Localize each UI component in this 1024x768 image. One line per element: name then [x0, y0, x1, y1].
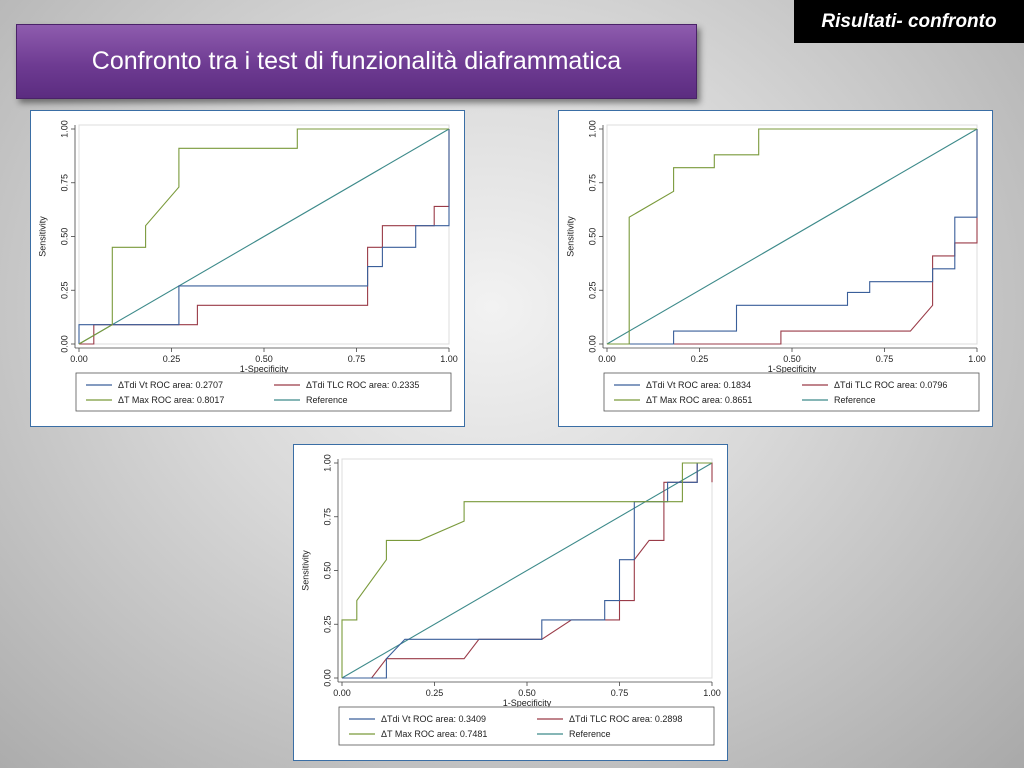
series-line-vt [78, 129, 450, 344]
x-tick-label: 0.00 [333, 688, 351, 698]
series-line-tmax [607, 128, 977, 345]
x-tick-label: 0.25 [163, 354, 181, 364]
legend-label-tmax: ΔT Max ROC area: 0.7481 [381, 729, 487, 739]
legend-label-vt: ΔTdi Vt ROC area: 0.3409 [381, 714, 486, 724]
plot-area [341, 458, 713, 679]
legend-label-tmax: ΔT Max ROC area: 0.8017 [118, 395, 224, 405]
series-line-vt [607, 129, 978, 345]
y-tick-label: 1.00 [587, 120, 597, 138]
y-tick-label: 0.50 [322, 562, 332, 580]
x-axis-label: 1-Specificity [240, 364, 289, 374]
legend-label-vt: ΔTdi Vt ROC area: 0.2707 [118, 380, 223, 390]
y-tick-label: 0.50 [587, 228, 597, 246]
x-tick-label: 1.00 [968, 354, 986, 364]
x-tick-label: 0.50 [783, 354, 801, 364]
x-tick-label: 0.25 [426, 688, 444, 698]
legend-box [603, 372, 980, 412]
legend-label-tlc: ΔTdi TLC ROC area: 0.2335 [306, 380, 419, 390]
roc-chart-svg: 0.00 0.25 0.50 0.75 1.00 0.00 0.25 0.50 0.75 1.00… [565, 120, 986, 412]
roc-chart-2: 0.00 0.25 0.50 0.75 1.00 0.00 0.25 0.50 0.75 1.00… [558, 110, 993, 427]
x-tick-label: 0.00 [70, 354, 88, 364]
y-tick-label: 0.75 [322, 508, 332, 526]
y-tick-label: 0.75 [587, 174, 597, 192]
series-line-vt [342, 462, 712, 679]
y-tick-label: 0.25 [322, 615, 332, 633]
y-tick-label: 1.00 [59, 120, 69, 138]
x-tick-label: 0.75 [876, 354, 894, 364]
x-tick-label: 1.00 [703, 688, 721, 698]
legend-label-tmax: ΔT Max ROC area: 0.8651 [646, 395, 752, 405]
x-tick-label: 0.50 [518, 688, 536, 698]
y-axis-label: Sensitivity [565, 216, 575, 257]
y-tick-label: 0.00 [322, 669, 332, 687]
x-tick-label: 0.75 [611, 688, 629, 698]
series-line-tmax [78, 128, 449, 345]
x-tick-label: 0.75 [348, 354, 366, 364]
legend-label-tlc: ΔTdi TLC ROC area: 0.2898 [569, 714, 682, 724]
x-tick-label: 0.25 [691, 354, 709, 364]
section-label: Risultati- confronto [794, 0, 1024, 43]
legend-label-reference: Reference [834, 395, 876, 405]
y-tick-label: 0.50 [59, 228, 69, 246]
legend-label-reference: Reference [306, 395, 348, 405]
y-tick-label: 1.00 [322, 454, 332, 472]
plot-area [78, 124, 450, 345]
roc-chart-svg: 0.00 0.25 0.50 0.75 1.00 0.00 0.25 0.50 0.75 1.00… [37, 120, 458, 412]
x-tick-label: 1.00 [440, 354, 458, 364]
y-tick-label: 0.75 [59, 174, 69, 192]
y-tick-label: 0.00 [59, 335, 69, 353]
y-axis-label: Sensitivity [37, 216, 47, 257]
series-line-reference [341, 462, 713, 679]
slide-title: Confronto tra i test di funzionalità dia… [16, 24, 697, 99]
roc-chart-1: 0.00 0.25 0.50 0.75 1.00 0.00 0.25 0.50 0.75 1.00… [30, 110, 465, 427]
series-line-reference [78, 128, 450, 345]
x-axis-label: 1-Specificity [503, 698, 552, 708]
plot-area [606, 124, 978, 345]
y-tick-label: 0.25 [587, 281, 597, 299]
roc-chart-3: 0.00 0.25 0.50 0.75 1.00 0.00 0.25 0.50 0.75 1.00… [293, 444, 728, 761]
legend-box [338, 706, 715, 746]
series-line-tmax [341, 462, 712, 678]
x-tick-label: 0.00 [598, 354, 616, 364]
x-axis-label: 1-Specificity [768, 364, 817, 374]
series-line-reference [606, 128, 978, 345]
legend-label-reference: Reference [569, 729, 611, 739]
y-axis-label: Sensitivity [300, 550, 310, 591]
legend-box [75, 372, 452, 412]
roc-chart-svg: 0.00 0.25 0.50 0.75 1.00 0.00 0.25 0.50 0.75 1.00… [300, 454, 721, 746]
legend-label-vt: ΔTdi Vt ROC area: 0.1834 [646, 380, 751, 390]
y-tick-label: 0.25 [59, 281, 69, 299]
legend-label-tlc: ΔTdi TLC ROC area: 0.0796 [834, 380, 947, 390]
y-tick-label: 0.00 [587, 335, 597, 353]
x-tick-label: 0.50 [255, 354, 273, 364]
